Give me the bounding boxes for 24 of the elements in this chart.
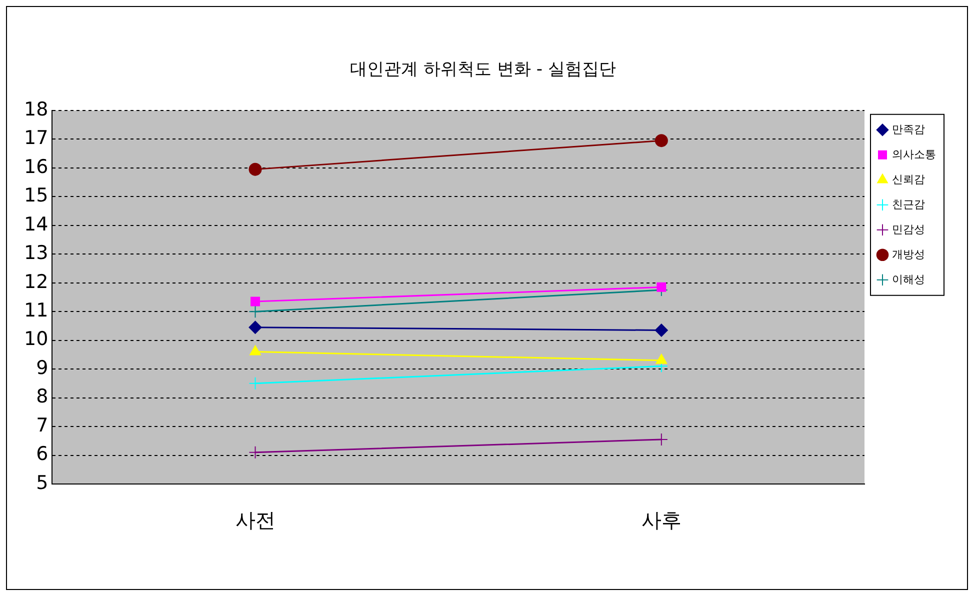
y-tick-label: 7 — [36, 414, 48, 436]
y-tick-label: 18 — [24, 98, 48, 120]
y-tick-label: 13 — [24, 242, 48, 264]
legend-label: 민감성 — [892, 222, 925, 236]
y-tick-label: 15 — [24, 184, 48, 207]
legend-label: 친근감 — [892, 198, 925, 211]
y-tick-label: 12 — [24, 270, 48, 293]
legend-label: 의사소통 — [892, 148, 936, 161]
y-tick-label: 10 — [24, 328, 48, 350]
y-tick-label: 5 — [36, 472, 48, 494]
y-tick-label: 11 — [24, 300, 48, 322]
y-tick-label: 14 — [24, 213, 48, 236]
y-tick-label: 6 — [36, 443, 48, 466]
y-tick-label: 17 — [24, 127, 48, 150]
y-tick-label: 16 — [24, 156, 48, 178]
x-tick-label: 사후 — [641, 508, 682, 532]
legend-label: 이해성 — [892, 272, 925, 286]
x-tick-label: 사전 — [235, 508, 276, 532]
y-tick-label: 9 — [36, 356, 48, 379]
legend-label: 개방성 — [892, 248, 925, 261]
legend-label: 만족감 — [892, 122, 925, 136]
chart-title: 대인관계 하위척도 변화 - 실험집단 — [350, 60, 616, 80]
y-tick-label: 8 — [36, 386, 48, 408]
legend-label: 신뢰감 — [892, 172, 925, 186]
